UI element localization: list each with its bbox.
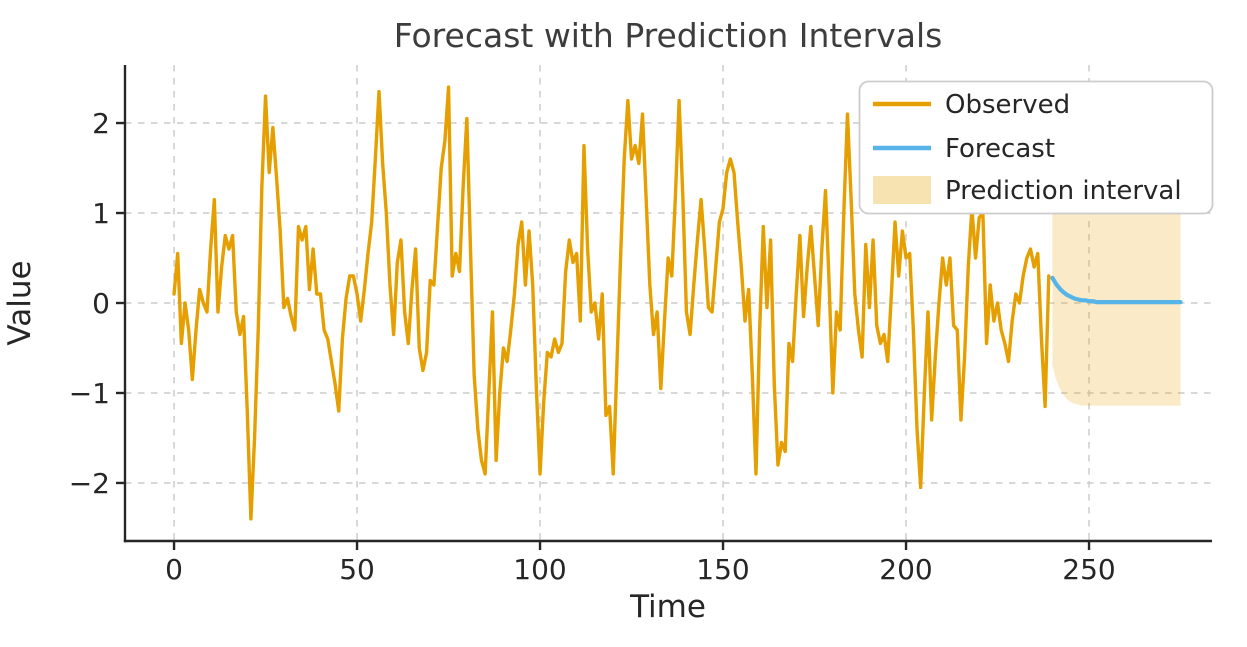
legend: Observed Forecast Prediction interval: [858, 80, 1214, 215]
observed-line: [172, 85, 1051, 521]
x-axis-label: Time: [629, 589, 706, 625]
series-layer: [172, 85, 1183, 521]
x-tick-label: 0: [165, 553, 183, 586]
legend-box: [858, 80, 1214, 215]
y-tick-label: −1: [69, 377, 110, 410]
legend-interval-label: Prediction interval: [945, 176, 1182, 206]
x-tick-label: 50: [339, 553, 375, 586]
y-tick-label: 2: [92, 107, 110, 140]
legend-forecast-label: Forecast: [945, 134, 1055, 164]
forecast-line: [1050, 275, 1183, 305]
legend-interval-swatch: [873, 176, 931, 204]
axes: [116, 65, 1212, 550]
x-tick-label: 200: [879, 553, 932, 586]
x-tick-label: 150: [696, 553, 749, 586]
legend-observed-label: Observed: [945, 90, 1070, 120]
x-tick-label: 100: [513, 553, 566, 586]
y-tick-label: 0: [92, 287, 110, 320]
x-tick-label: 250: [1062, 553, 1115, 586]
y-axis-label: Value: [2, 260, 38, 345]
y-tick-label: 1: [92, 197, 110, 230]
chart-title: Forecast with Prediction Intervals: [394, 16, 943, 55]
y-tick-label: −2: [69, 467, 110, 500]
tick-labels: 0 50 100 150 200 250 −2 −1 0 1 2: [69, 107, 1116, 586]
